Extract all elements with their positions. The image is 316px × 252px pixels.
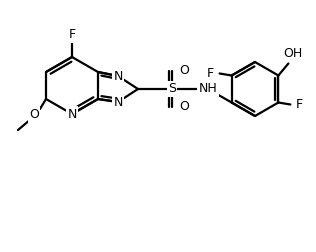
Text: F: F	[296, 98, 303, 111]
Text: O: O	[29, 109, 39, 121]
Text: N: N	[113, 96, 123, 109]
Text: N: N	[67, 108, 77, 120]
Text: O: O	[179, 65, 189, 78]
Text: OH: OH	[283, 47, 302, 60]
Text: F: F	[69, 28, 76, 42]
Text: F: F	[207, 67, 214, 80]
Text: N: N	[113, 70, 123, 82]
Text: S: S	[168, 82, 176, 96]
Text: O: O	[179, 101, 189, 113]
Text: NH: NH	[199, 82, 217, 96]
